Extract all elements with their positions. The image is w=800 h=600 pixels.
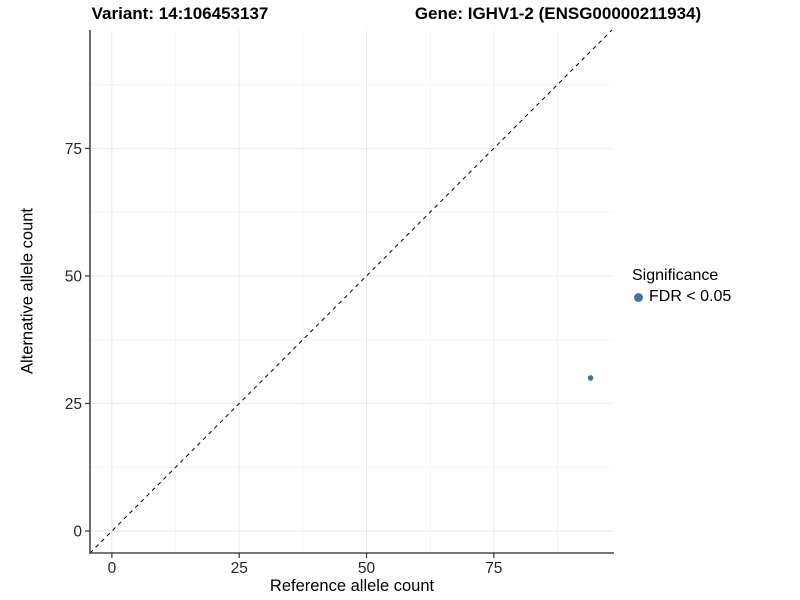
x-tick-label: 50 (358, 560, 376, 577)
legend-title: Significance (632, 267, 719, 284)
variant-title: Variant: 14:106453137 (91, 4, 269, 23)
y-tick-label: 0 (73, 524, 82, 541)
data-point (587, 375, 594, 381)
legend-item: FDR < 0.05 (632, 288, 731, 306)
identity-line (89, 29, 613, 554)
legend-item-label: FDR < 0.05 (649, 288, 732, 305)
y-tick-label: 75 (65, 141, 82, 158)
y-tick-label: 25 (65, 396, 82, 413)
legend-point-icon (634, 292, 643, 302)
y-tick-label: 50 (65, 268, 83, 285)
gene-title: Gene: IGHV1-2 (ENSG00000211934) (414, 4, 702, 23)
legend: Significance FDR < 0.05 (632, 266, 731, 306)
x-axis-title: Reference allele count (269, 577, 435, 595)
x-tick-label: 0 (108, 560, 117, 577)
x-tick-label: 75 (485, 560, 502, 577)
y-axis-title: Alternative allele count (18, 207, 37, 375)
x-tick-label: 25 (231, 560, 248, 577)
